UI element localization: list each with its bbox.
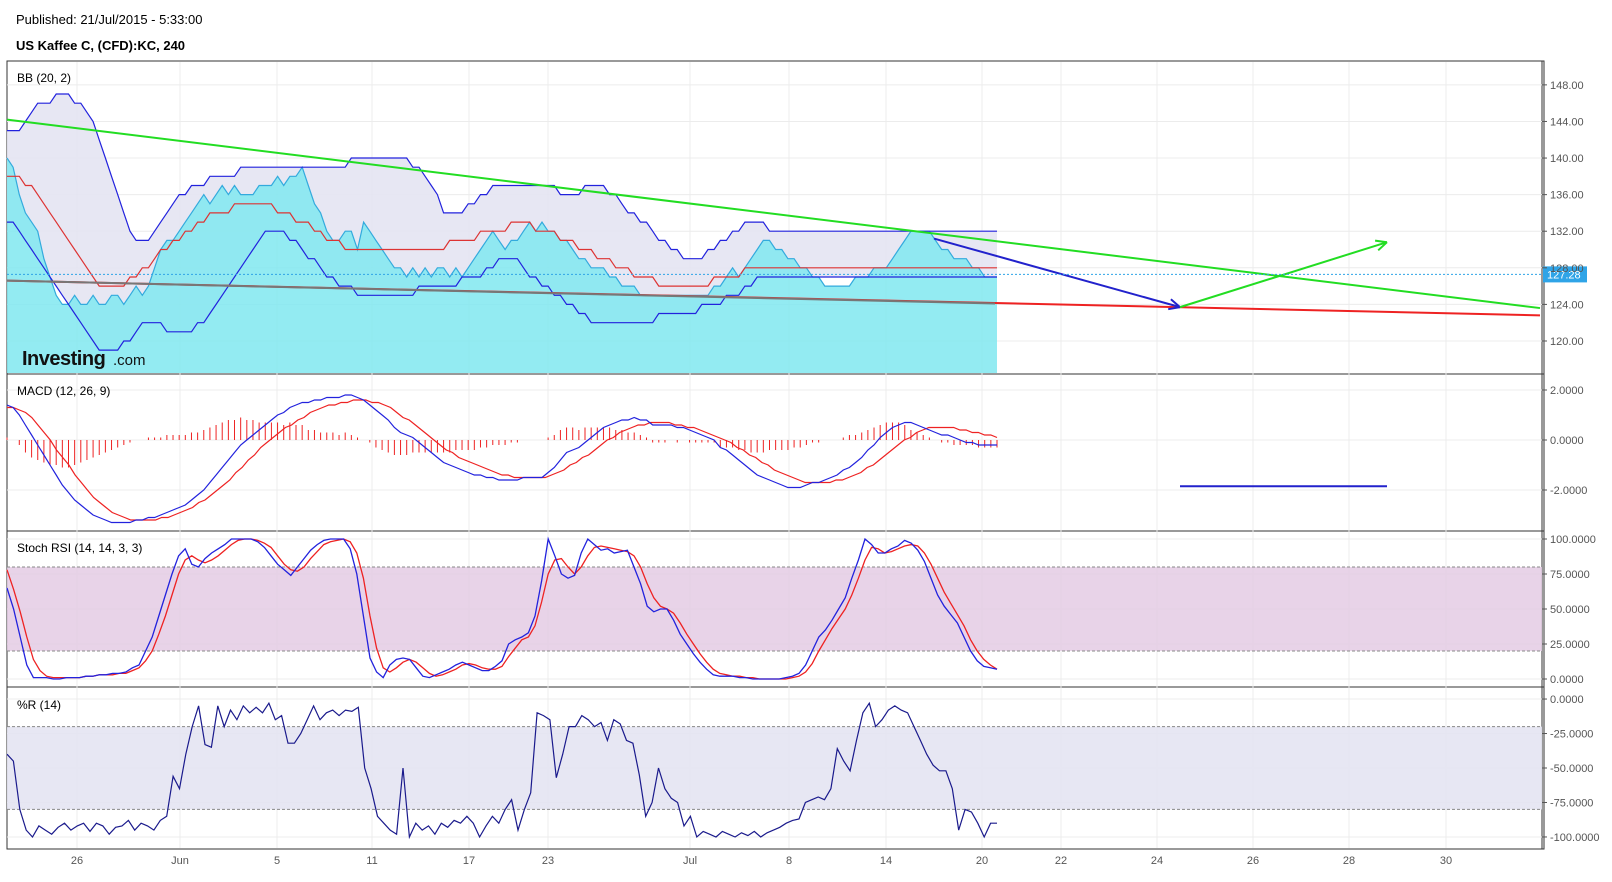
y-tick-label: 132.00 (1550, 226, 1584, 238)
last-price-badge (1543, 266, 1587, 283)
y-tick-label: 140.00 (1550, 153, 1584, 165)
bb-middle-line (7, 175, 997, 287)
y-tick-label: 2.0000 (1550, 385, 1584, 397)
y-tick-label: 120.00 (1550, 336, 1584, 348)
y-tick-label: -50.0000 (1550, 763, 1593, 775)
published-date: Published: 21/Jul/2015 - 5:33:00 (16, 12, 203, 27)
williams-r-pane (6, 701, 1542, 840)
stoch-zone (7, 567, 1542, 651)
macd-line (6, 394, 997, 524)
price-area-fill (7, 158, 997, 373)
macd-title: MACD (12, 26, 9) (17, 384, 110, 398)
last-price-label: 127.28 (1547, 269, 1581, 281)
stoch-rsi-title: Stoch RSI (14, 14, 3, 3) (17, 541, 142, 555)
wr-zone (7, 726, 1542, 810)
x-tick-label: 24 (1151, 855, 1163, 867)
y-tick-label: 0.0000 (1550, 694, 1584, 706)
y-tick-label: 0.0000 (1550, 674, 1584, 686)
signal-line (7, 399, 998, 521)
stoch-rsi-pane (6, 536, 1542, 680)
x-tick-label: Jun (171, 855, 189, 867)
logo-suffix: .com (113, 352, 146, 369)
gray-trendline (6, 279, 996, 305)
x-tick-label: 23 (542, 855, 554, 867)
x-tick-label: 26 (71, 855, 83, 867)
stoch-d-line (6, 538, 998, 680)
x-tick-label: 28 (1343, 855, 1355, 867)
y-tick-label: 144.00 (1550, 116, 1584, 128)
blue-arrow-head (1168, 298, 1181, 311)
x-tick-label: 8 (786, 855, 792, 867)
bb-upper-line (7, 93, 997, 260)
williams-r-line (6, 701, 997, 840)
chart-title: US Kaffee C, (CFD):KC, 240 (16, 38, 186, 53)
x-tick-label: 11 (366, 855, 377, 867)
y-tick-label: -75.0000 (1550, 797, 1593, 809)
y-tick-label: 124.00 (1550, 299, 1584, 311)
logo-brand: Investing (22, 348, 105, 370)
x-tick-label: Jul (683, 855, 697, 867)
y-tick-label: 25.0000 (1550, 639, 1590, 651)
axes: 26 Jun 5 11 17 23 Jul 8 14 20 22 24 26 28 30 148.00 144.… (71, 80, 1600, 867)
blue-arrow-shaft (933, 237, 1181, 309)
y-tick-label: -2.0000 (1550, 485, 1587, 497)
x-tick-label: 14 (880, 855, 892, 867)
chart-frame (6, 60, 1545, 850)
bb-lower-line (7, 221, 997, 351)
y-tick-label: 128.00 (1550, 263, 1584, 275)
bollinger-pane: 127.28 (6, 93, 1587, 373)
stoch-k-line (6, 536, 998, 680)
price-line (6, 157, 997, 306)
y-tick-label: 75.0000 (1550, 569, 1590, 581)
y-tick-label: -25.0000 (1550, 729, 1593, 741)
macd-pane (6, 394, 1387, 524)
y-tick-label: 100.0000 (1550, 534, 1596, 546)
y-tick-label: -100.0000 (1550, 832, 1600, 844)
williams-r-title: %R (14) (17, 698, 61, 712)
x-tick-label: 22 (1055, 855, 1067, 867)
x-tick-label: 20 (976, 855, 988, 867)
green-trendline (6, 118, 1541, 310)
y-tick-label: 148.00 (1550, 80, 1584, 92)
y-tick-label: 0.0000 (1550, 435, 1584, 447)
x-tick-label: 5 (274, 855, 280, 867)
y-tick-label: 50.0000 (1550, 604, 1590, 616)
x-tick-label: 30 (1440, 855, 1452, 867)
green-arrow-head (1374, 239, 1388, 252)
x-tick-label: 26 (1247, 855, 1259, 867)
bb-title: BB (20, 2) (17, 71, 71, 85)
x-tick-label: 17 (463, 855, 475, 867)
y-tick-label: 136.00 (1550, 190, 1584, 202)
investing-logo: Investing .com (22, 348, 146, 370)
